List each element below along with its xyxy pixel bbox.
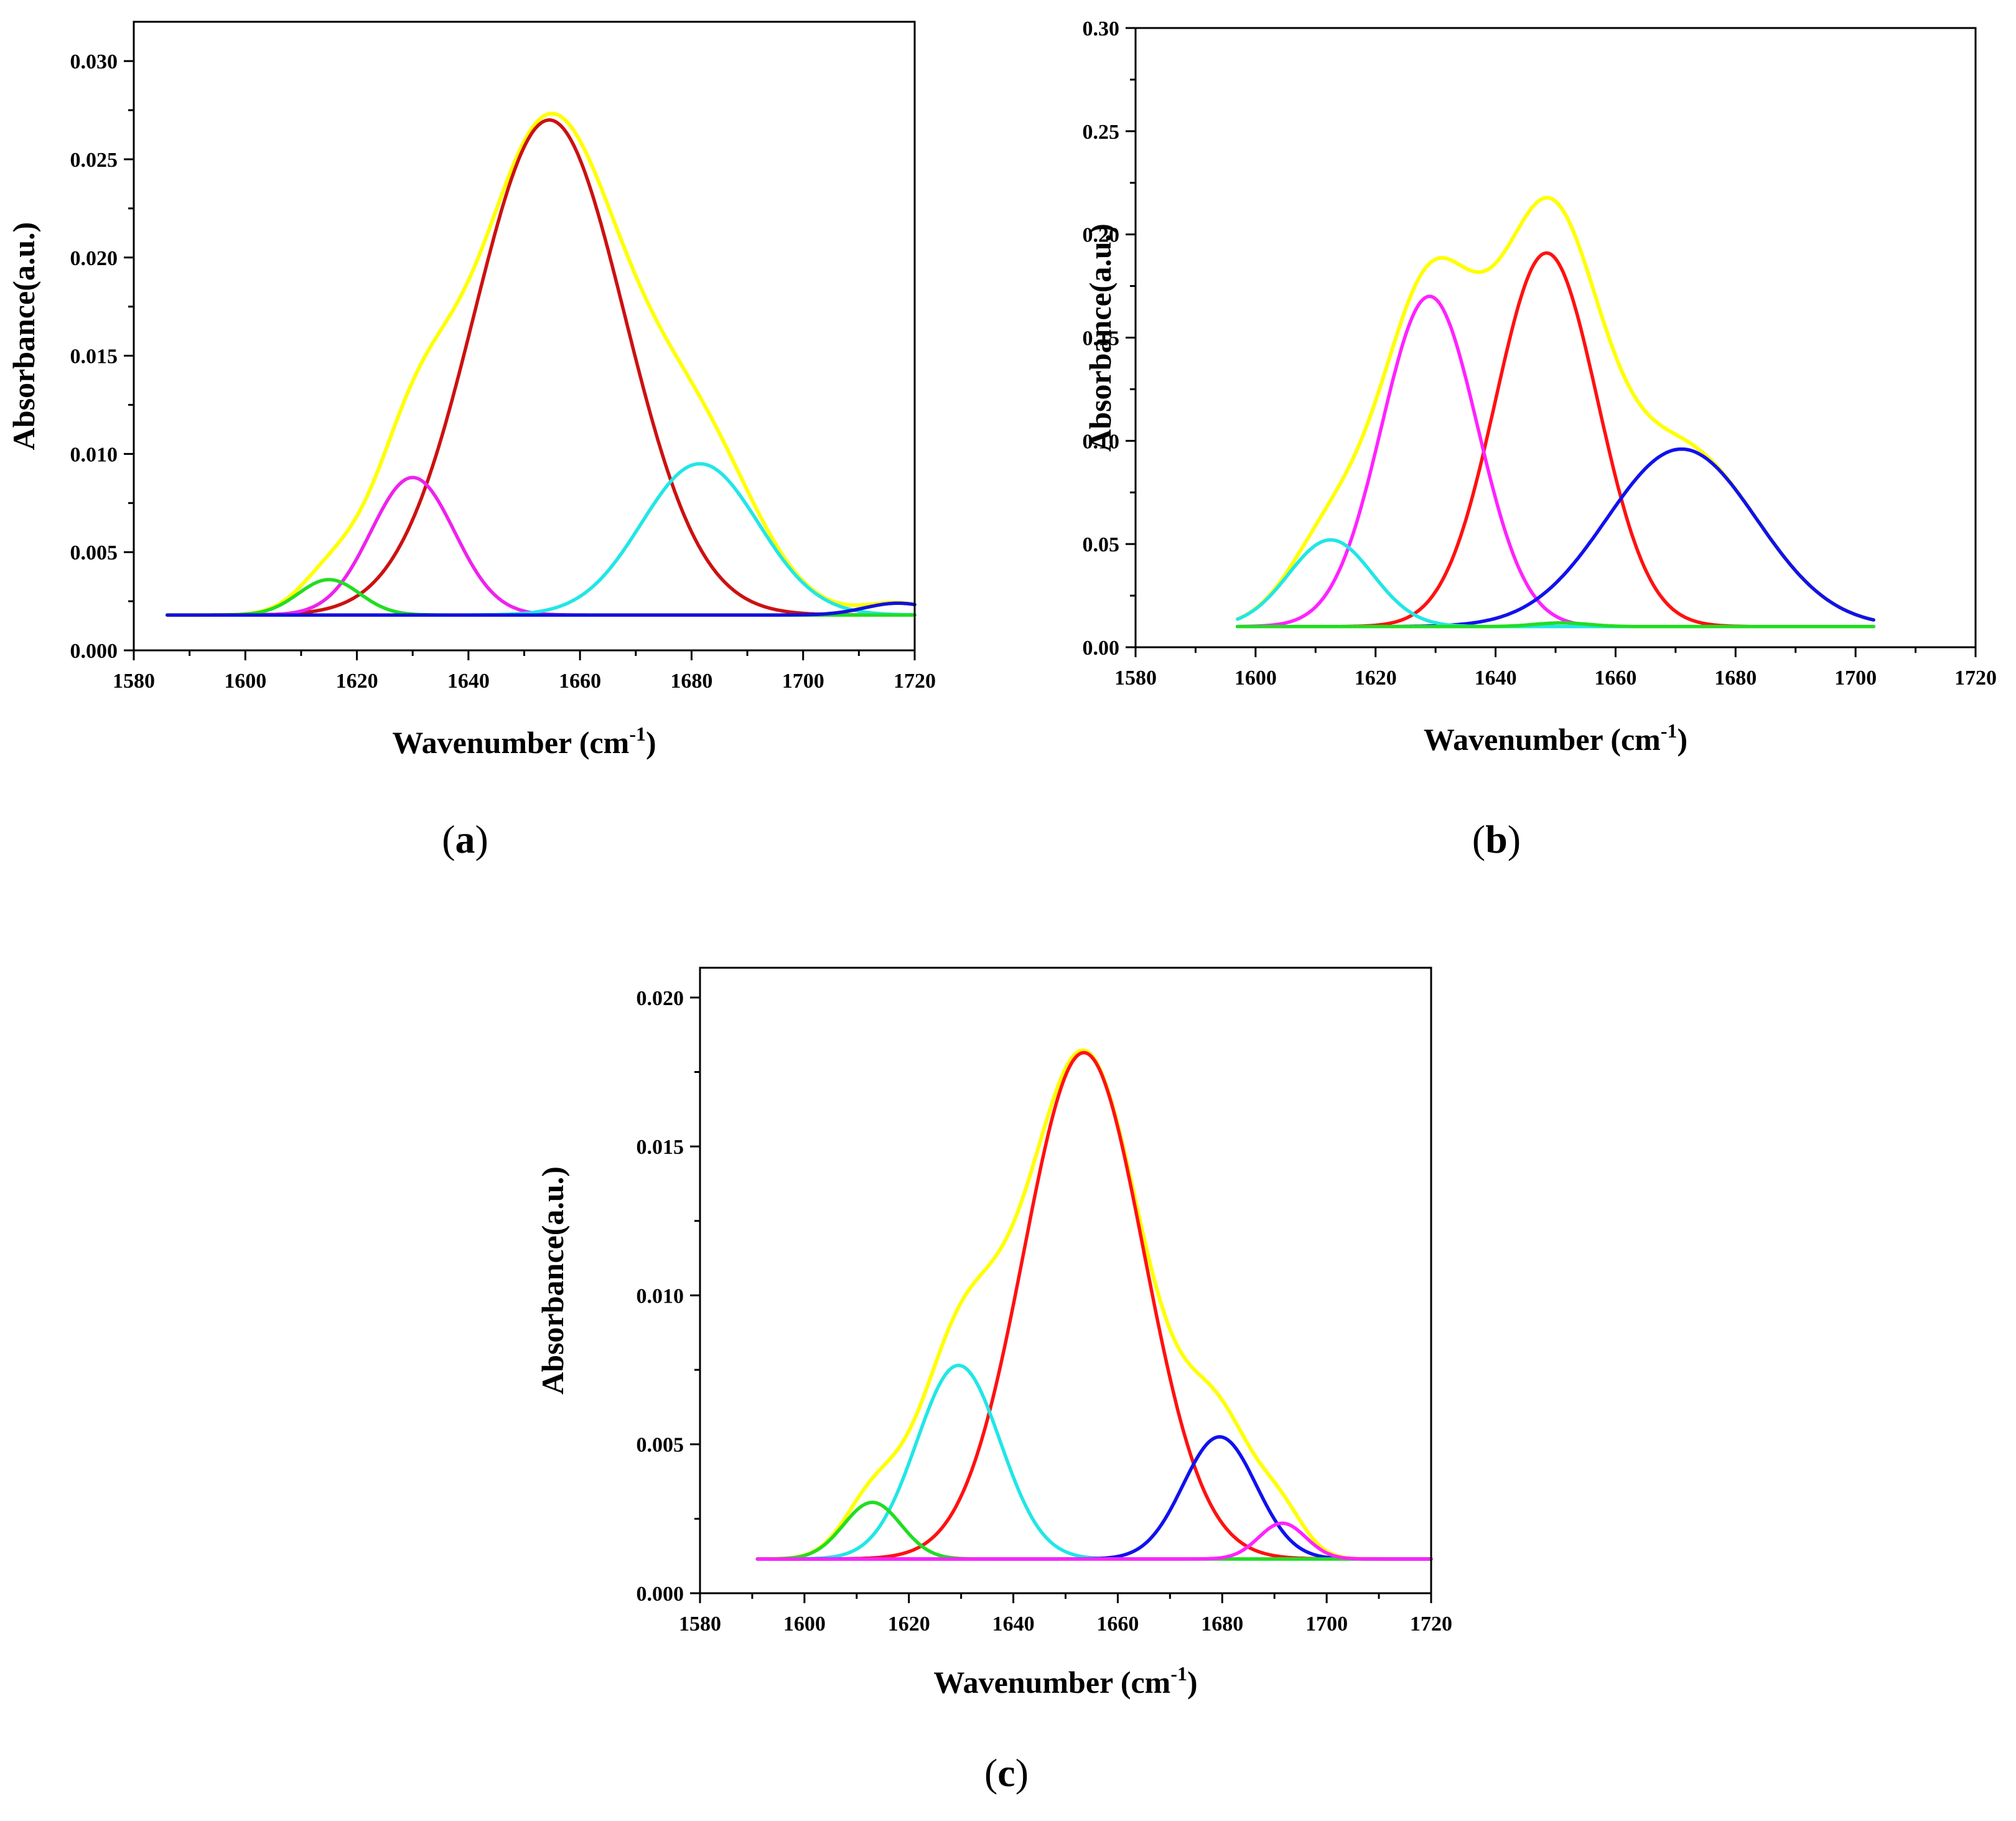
x-tick-label: 1700 <box>1834 667 1877 690</box>
x-tick-label: 1680 <box>1201 1613 1243 1636</box>
chart-c-curves <box>755 1048 1433 1561</box>
x-tick-label: 1600 <box>224 670 266 693</box>
series-magenta-line <box>166 475 917 617</box>
x-tick-label: 1580 <box>113 670 155 693</box>
series-green-line <box>1236 621 1875 629</box>
chart-c-x-axis: 1580 1600 1620 1640 1660 1680 1700 1720 <box>679 1593 1452 1636</box>
chart-a-x-axis-title: Wavenumber (cm-1) <box>392 723 656 760</box>
x-tick-label: 1580 <box>1114 667 1157 690</box>
y-tick-label: 0.20 <box>1083 224 1120 247</box>
panel-label-b: (b) <box>1472 817 1521 861</box>
x-tick-label: 1680 <box>670 670 712 693</box>
chart-a-curves <box>165 111 917 617</box>
chart-panel-c: 1580 1600 1620 1640 1660 1680 1700 1720 0.000 0.0… <box>516 946 1512 1818</box>
series-magenta-line <box>1236 294 1875 629</box>
y-tick-label: 0.020 <box>637 987 684 1010</box>
chart-c-y-axis: 0.000 0.005 0.010 0.015 0.020 <box>637 987 700 1606</box>
chart-b-y-axis-title: Absorbance(a.u.) <box>1083 223 1118 452</box>
series-yellow-line <box>165 111 917 617</box>
x-tick-label: 1720 <box>1954 667 1997 690</box>
y-tick-label: 0.000 <box>637 1583 684 1606</box>
y-tick-label: 0.000 <box>70 640 118 663</box>
x-tick-label: 1600 <box>783 1613 826 1636</box>
chart-c-svg: 1580 1600 1620 1640 1660 1680 1700 17200.0000.0… <box>535 967 1452 1795</box>
y-tick-label: 0.00 <box>1083 637 1120 660</box>
chart-b-x-axis-title: Wavenumber (cm-1) <box>1424 719 1687 757</box>
y-tick-label: 0.005 <box>70 541 118 564</box>
y-tick-label: 0.010 <box>70 443 118 466</box>
x-tick-label: 1660 <box>559 670 601 693</box>
chart-c-frame <box>699 967 1432 1594</box>
y-tick-label: 0.010 <box>637 1285 684 1308</box>
panel-label-a: (a) <box>442 817 488 861</box>
x-tick-label: 1640 <box>992 1613 1035 1636</box>
y-tick-label: 0.25 <box>1083 121 1120 144</box>
x-tick-label: 1620 <box>1355 667 1397 690</box>
y-tick-label: 0.025 <box>70 149 118 172</box>
x-tick-label: 1620 <box>888 1613 930 1636</box>
x-tick-label: 1600 <box>1234 667 1277 690</box>
x-tick-label: 1700 <box>782 670 824 693</box>
chart-a-frame <box>133 21 916 652</box>
panel-label-c: (c) <box>984 1751 1029 1795</box>
y-tick-label: 0.030 <box>70 50 118 73</box>
chart-b-svg: 1580 1600 1620 1640 1660 1680 1700 1720 0.00 0.05… <box>1083 17 1997 861</box>
x-tick-label: 1700 <box>1305 1613 1348 1636</box>
series-green-line <box>755 1500 1433 1561</box>
x-tick-label: 1640 <box>1475 667 1517 690</box>
y-tick-label: 0.020 <box>70 247 118 270</box>
chart-a-svg: 1580 1600 1620 1640 1660 1680 1700 17200.0000.0… <box>6 21 936 861</box>
y-tick-label: 0.005 <box>637 1434 684 1457</box>
y-tick-label: 0.015 <box>70 345 118 368</box>
series-red-line <box>166 118 917 617</box>
chart-b-x-axis: 1580 1600 1620 1640 1660 1680 1700 1720 <box>1114 647 1997 690</box>
x-tick-label: 1580 <box>679 1613 721 1636</box>
x-tick-label: 1640 <box>447 670 490 693</box>
x-tick-label: 1720 <box>894 670 936 693</box>
series-magenta-line <box>755 1521 1433 1561</box>
series-cyan-line <box>755 1364 1433 1561</box>
chart-panel-b: 1580 1600 1620 1640 1660 1680 1700 1720 0.00 0.05… <box>1058 0 2016 909</box>
y-tick-label: 0.05 <box>1083 533 1120 556</box>
chart-b-y-axis: 0.00 0.05 0.10 0.15 0.20 0.25 0.30 <box>1083 17 1136 660</box>
chart-c-y-axis-title: Absorbance(a.u.) <box>535 1166 570 1395</box>
x-tick-label: 1720 <box>1410 1613 1452 1636</box>
chart-a-x-axis: 1580 1600 1620 1640 1660 1680 1700 1720 <box>113 650 936 693</box>
y-tick-label: 0.10 <box>1083 430 1120 453</box>
chart-panel-a: 1580 1600 1620 1640 1660 1680 1700 1720 0.000 0.0… <box>0 0 1008 909</box>
series-cyan-line <box>166 462 917 617</box>
x-tick-label: 1660 <box>1096 1613 1139 1636</box>
chart-b-curves <box>1235 195 1876 629</box>
x-tick-label: 1620 <box>336 670 378 693</box>
y-tick-label: 0.015 <box>637 1136 684 1159</box>
series-yellow-line <box>755 1048 1433 1561</box>
series-blue-line <box>1236 447 1875 629</box>
x-tick-label: 1660 <box>1594 667 1636 690</box>
series-red-line <box>1236 251 1875 629</box>
y-tick-label: 0.30 <box>1083 17 1120 40</box>
series-blue-line <box>166 601 917 617</box>
chart-a-y-axis-title: Absorbance(a.u.) <box>6 222 41 451</box>
chart-c-x-axis-title: Wavenumber (cm-1) <box>933 1662 1197 1700</box>
series-red-line <box>755 1051 1433 1561</box>
chart-a-y-axis: 0.000 0.005 0.010 0.015 0.020 0.025 0.030 <box>70 50 134 663</box>
x-tick-label: 1680 <box>1714 667 1757 690</box>
chart-b-frame <box>1134 27 1977 648</box>
y-tick-label: 0.15 <box>1083 327 1120 350</box>
